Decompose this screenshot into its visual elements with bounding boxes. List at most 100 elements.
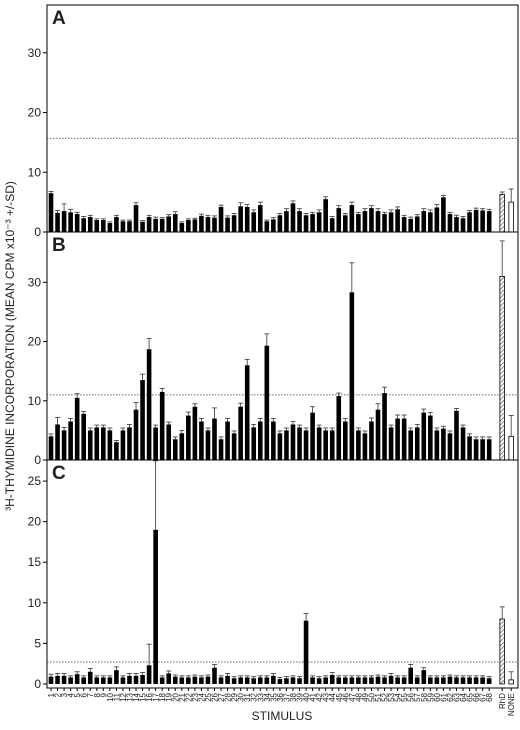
- bar: [290, 677, 296, 684]
- x-tick-label: 9: [99, 692, 108, 697]
- bar: [231, 678, 237, 684]
- bar: [257, 205, 263, 232]
- x-tick-label: 59: [426, 692, 435, 701]
- bar: [428, 212, 433, 232]
- bar: [375, 409, 381, 460]
- bar: [48, 676, 54, 684]
- bar: [508, 679, 514, 685]
- x-axis-label: STIMULUS: [252, 709, 313, 723]
- bar: [120, 221, 126, 232]
- x-tick-label: 48: [354, 692, 363, 701]
- bar: [271, 675, 276, 684]
- bar: [87, 430, 93, 460]
- bar: [473, 439, 479, 460]
- x-tick-label: 30: [237, 692, 246, 701]
- bar: [473, 677, 479, 684]
- bar: [414, 427, 420, 460]
- y-tick-label: 20: [28, 335, 42, 349]
- bar: [369, 421, 374, 460]
- bar: [61, 211, 67, 232]
- y-tick-label: 20: [28, 515, 42, 529]
- bar: [107, 430, 113, 460]
- bar: [316, 427, 322, 460]
- bar: [343, 421, 348, 460]
- bar: [454, 410, 459, 460]
- bar: [454, 217, 459, 232]
- bar: [120, 430, 126, 460]
- bar: [336, 677, 342, 684]
- bar: [133, 205, 139, 232]
- bar: [395, 418, 400, 460]
- panel-frame: [46, 4, 519, 233]
- x-tick-label: 28: [224, 692, 233, 701]
- x-tick-label: 49: [361, 692, 370, 701]
- bar: [460, 427, 466, 460]
- x-tick-label: 56: [407, 692, 416, 701]
- bar: [336, 396, 342, 460]
- bar: [120, 677, 126, 684]
- bar: [323, 199, 328, 232]
- x-tick-label: 50: [367, 692, 376, 701]
- bar: [473, 209, 479, 232]
- x-tick-label: 60: [433, 692, 442, 701]
- bar: [284, 211, 289, 232]
- bar: [303, 215, 309, 232]
- x-tick-label: 47: [348, 692, 357, 701]
- bar: [74, 397, 80, 460]
- bar: [48, 193, 54, 232]
- x-tick-label: 10: [106, 692, 115, 701]
- x-tick-label: 2: [54, 692, 63, 697]
- bar: [382, 214, 387, 232]
- x-tick-label: 43: [322, 692, 331, 701]
- bar: [68, 421, 73, 460]
- bar: [467, 212, 472, 232]
- bar: [486, 439, 492, 460]
- x-tick-label: 21: [178, 692, 187, 701]
- bar: [205, 217, 211, 232]
- bar: [186, 220, 191, 232]
- bar: [192, 676, 198, 684]
- bar: [205, 430, 211, 460]
- bar: [375, 211, 381, 232]
- bar: [179, 433, 185, 460]
- bar: [460, 677, 466, 684]
- bar: [133, 675, 139, 684]
- bar: [316, 678, 322, 684]
- bar: [408, 430, 413, 460]
- bar: [146, 665, 152, 684]
- bar: [362, 211, 368, 232]
- x-tick-label: 55: [400, 692, 409, 701]
- bar: [172, 214, 178, 232]
- bar: [179, 677, 185, 684]
- x-tick-label: 5: [73, 692, 82, 697]
- bar: [297, 427, 302, 460]
- bar: [225, 421, 230, 460]
- bar: [284, 430, 289, 460]
- bar: [480, 210, 485, 232]
- bar: [87, 217, 93, 232]
- bar: [231, 433, 237, 460]
- x-tick-label: 27: [217, 692, 226, 701]
- bar: [316, 212, 322, 232]
- x-tick-label: 51: [374, 692, 383, 701]
- x-tick-label: 22: [184, 692, 193, 701]
- x-tick-label: 34: [263, 692, 272, 701]
- x-tick-label: 6: [80, 692, 89, 697]
- bar: [107, 677, 113, 684]
- x-tick-label: 14: [132, 692, 141, 701]
- bar: [146, 349, 152, 460]
- bar: [264, 221, 270, 232]
- x-tick-label: 67: [479, 692, 488, 701]
- bar: [401, 677, 407, 684]
- y-tick-label: 15: [28, 555, 42, 569]
- bar: [101, 220, 106, 232]
- bar: [146, 217, 152, 232]
- bar: [218, 439, 224, 460]
- bar: [114, 670, 119, 684]
- x-tick-label: 16: [145, 692, 154, 701]
- bar: [244, 365, 250, 460]
- x-tick-label: 52: [381, 692, 390, 701]
- bar: [244, 677, 250, 684]
- bar: [244, 206, 250, 232]
- bar: [55, 424, 60, 460]
